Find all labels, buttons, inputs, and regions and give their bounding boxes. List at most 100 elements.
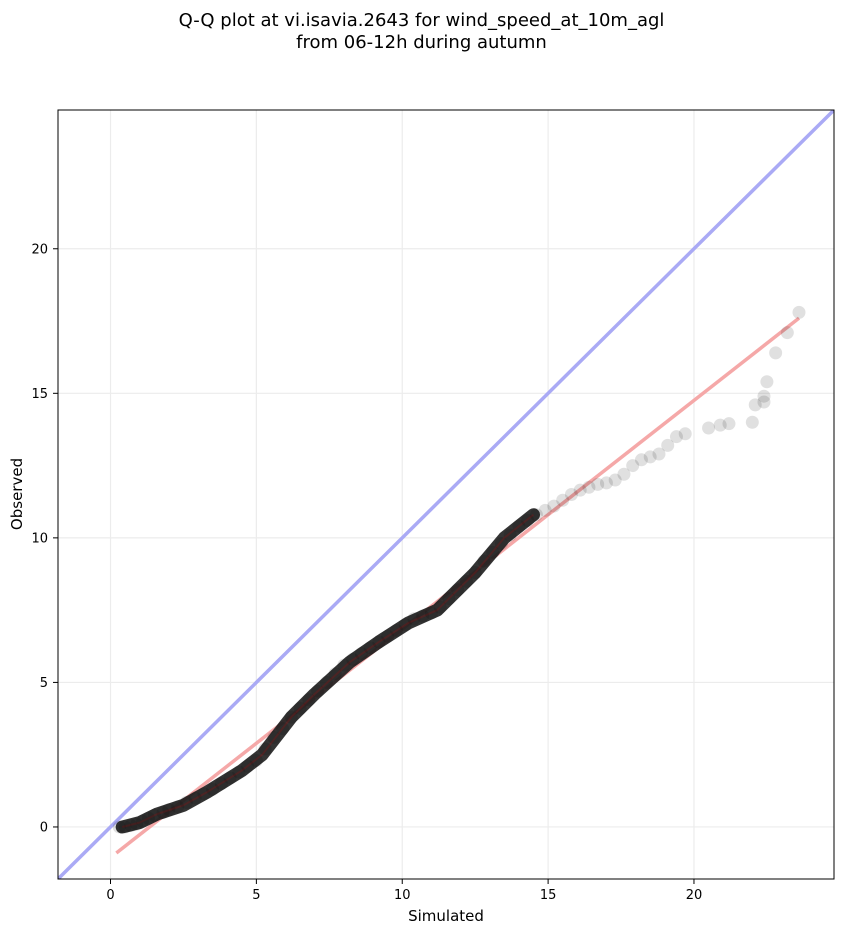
data-point bbox=[188, 791, 202, 805]
x-tick-label: 5 bbox=[252, 888, 260, 903]
data-point bbox=[599, 476, 613, 490]
data-point bbox=[249, 753, 263, 767]
data-point bbox=[433, 600, 447, 614]
data-point bbox=[521, 514, 535, 528]
data-point bbox=[459, 574, 473, 588]
data-point bbox=[328, 667, 342, 681]
y-tick-label: 15 bbox=[31, 387, 48, 402]
x-tick-label: 0 bbox=[106, 888, 114, 903]
data-point bbox=[748, 398, 762, 412]
y-tick-label: 20 bbox=[31, 242, 48, 257]
data-point bbox=[424, 606, 438, 620]
chart-subtitle: from 06-12h during autumn bbox=[296, 32, 547, 53]
data-point bbox=[416, 609, 430, 623]
data-point bbox=[141, 811, 155, 825]
x-tick-label: 15 bbox=[540, 888, 557, 903]
data-point bbox=[538, 503, 552, 517]
data-point bbox=[354, 647, 368, 661]
data-point bbox=[468, 566, 482, 580]
data-point bbox=[372, 635, 386, 649]
data-point bbox=[661, 438, 675, 452]
data-point bbox=[112, 820, 126, 834]
data-point bbox=[337, 658, 351, 672]
data-point bbox=[223, 771, 237, 785]
data-point bbox=[293, 701, 307, 715]
data-point bbox=[634, 453, 648, 467]
plot-frame bbox=[57, 109, 835, 880]
data-point bbox=[206, 782, 220, 796]
data-point bbox=[626, 459, 640, 473]
data-point bbox=[643, 450, 657, 464]
data-point bbox=[757, 395, 771, 409]
data-point bbox=[745, 415, 759, 429]
data-point bbox=[780, 326, 794, 340]
data-point bbox=[451, 583, 465, 597]
data-point bbox=[171, 800, 185, 814]
data-point bbox=[486, 545, 500, 559]
data-point bbox=[678, 427, 692, 441]
data-point bbox=[162, 803, 176, 817]
y-axis-label: Observed bbox=[8, 458, 26, 530]
grid bbox=[58, 110, 834, 879]
reference-lines bbox=[58, 110, 834, 879]
data-point bbox=[669, 430, 683, 444]
data-point bbox=[156, 806, 170, 820]
data-point bbox=[214, 777, 228, 791]
x-tick-label: 20 bbox=[686, 888, 703, 903]
data-point bbox=[582, 480, 596, 494]
data-point bbox=[197, 787, 211, 801]
data-point bbox=[494, 537, 508, 551]
data-point bbox=[713, 418, 727, 432]
data-point bbox=[241, 759, 255, 773]
data-point bbox=[179, 795, 193, 809]
data-point bbox=[302, 693, 316, 707]
data-point bbox=[346, 652, 360, 666]
data-point bbox=[608, 473, 622, 487]
y-tick-label: 5 bbox=[40, 676, 48, 691]
data-point bbox=[442, 592, 456, 606]
data-point bbox=[398, 618, 412, 632]
data-point bbox=[564, 488, 578, 501]
data-point bbox=[363, 641, 377, 655]
data-point bbox=[258, 742, 272, 756]
fit-line-overlap bbox=[121, 513, 535, 828]
data-point bbox=[760, 375, 774, 389]
data-point bbox=[381, 629, 395, 643]
data-point bbox=[124, 819, 138, 833]
data-point bbox=[267, 730, 281, 744]
data-point bbox=[503, 528, 517, 542]
data-point bbox=[547, 499, 561, 513]
data-point bbox=[617, 467, 631, 481]
y-tick-label: 0 bbox=[40, 820, 48, 835]
data-point bbox=[136, 814, 150, 828]
data-point bbox=[407, 612, 421, 626]
y-tick-label: 10 bbox=[31, 531, 48, 546]
identity-line bbox=[58, 110, 834, 879]
data-point bbox=[319, 675, 333, 689]
data-point bbox=[769, 346, 783, 360]
data-point bbox=[556, 493, 570, 507]
data-point bbox=[232, 765, 246, 779]
data-point bbox=[276, 722, 290, 736]
data-point bbox=[284, 710, 298, 724]
data-point bbox=[702, 421, 716, 435]
data-point bbox=[130, 817, 144, 831]
data-point bbox=[147, 808, 161, 822]
x-axis-label: Simulated bbox=[408, 907, 484, 925]
data-point bbox=[792, 305, 806, 319]
axis-ticks: 0 5 10 15 20 0 5 10 15 20 bbox=[31, 242, 702, 903]
data-point bbox=[311, 684, 325, 698]
dense-points-band bbox=[115, 508, 540, 834]
data-point bbox=[389, 623, 403, 637]
data-point bbox=[477, 554, 491, 568]
data-point bbox=[529, 508, 543, 522]
data-points bbox=[112, 305, 806, 834]
data-point bbox=[118, 820, 132, 834]
x-tick-label: 10 bbox=[394, 888, 411, 903]
data-point bbox=[573, 483, 587, 497]
data-point bbox=[512, 519, 526, 533]
chart-title: Q-Q plot at vi.isavia.2643 for wind_spee… bbox=[178, 10, 665, 31]
data-point bbox=[722, 417, 736, 431]
data-point bbox=[652, 447, 666, 461]
